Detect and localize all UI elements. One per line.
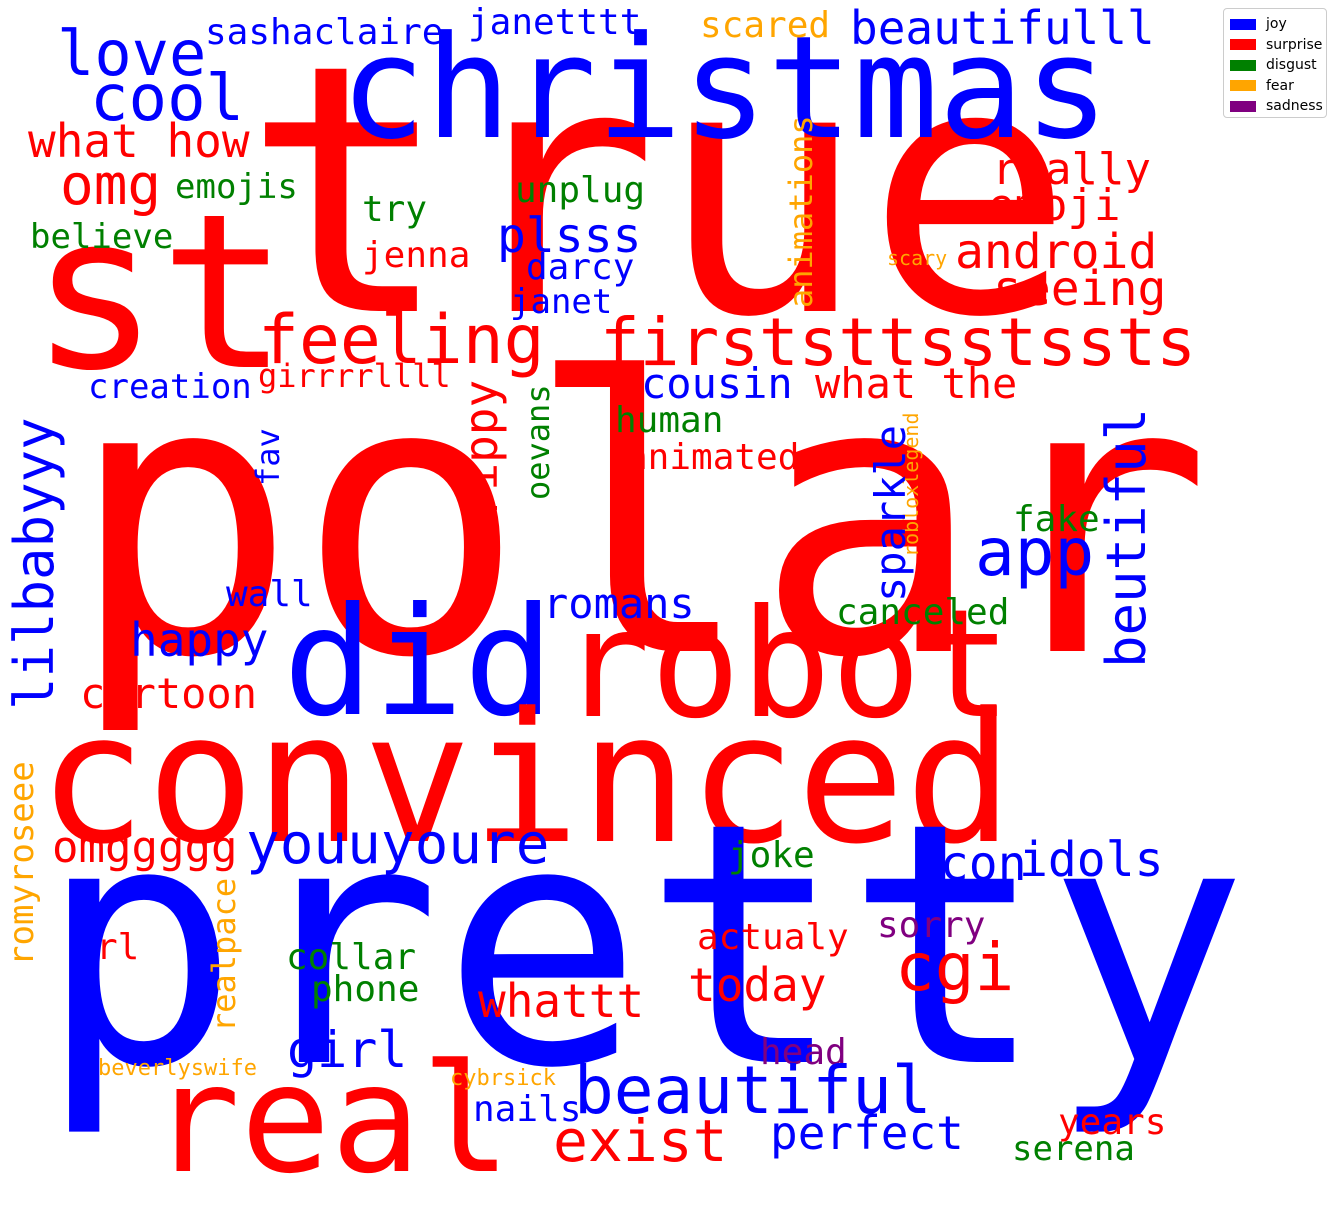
- word-sparkle: sparkle: [866, 424, 915, 602]
- legend-item-fear: fear: [1230, 76, 1320, 97]
- word-cousin: cousin: [641, 359, 793, 408]
- word-cybrsick: cybrsick: [450, 1066, 556, 1091]
- word-polar: polar: [68, 298, 1212, 741]
- word-scary: scary: [887, 246, 948, 270]
- word-christmas: christmas: [340, 6, 1110, 171]
- word-trippy: trippy: [454, 379, 508, 546]
- word-omggggg: omggggg: [52, 822, 238, 873]
- legend-item-disgust: disgust: [1230, 55, 1320, 76]
- word-cgi: cgi: [895, 929, 1015, 1006]
- legend-item-sadness: sadness: [1230, 96, 1323, 117]
- word-beautifulll: beautifulll: [850, 1, 1155, 55]
- word-scared: scared: [700, 5, 831, 46]
- word-cloud: true christmas st polar did robot convin…: [2, 0, 1249, 1196]
- legend-item-surprise: surprise: [1230, 35, 1323, 56]
- word-animations: animations: [782, 115, 820, 308]
- word-human: human: [615, 400, 724, 441]
- word-app: app: [975, 514, 1095, 591]
- legend-swatch-disgust: [1230, 59, 1256, 71]
- word-convinced: convinced: [38, 675, 1014, 884]
- word-head: head: [760, 1032, 847, 1073]
- word-collar: collar: [286, 937, 417, 978]
- word-wall: wall: [226, 574, 313, 615]
- word-did: did: [283, 576, 554, 750]
- word-firststtsstssts: firststtsstssts: [600, 304, 1197, 381]
- legend-swatch-sadness: [1230, 100, 1256, 112]
- word-youuyoure: youuyoure: [246, 812, 550, 877]
- word-oevans: oevans: [519, 384, 557, 500]
- word-emojis: emojis: [175, 167, 298, 207]
- word-android: android: [955, 224, 1158, 280]
- word-animated: animated: [626, 437, 800, 478]
- word-cool: cool: [90, 62, 245, 136]
- word-believe: believe: [30, 217, 174, 257]
- legend-label: fear: [1266, 77, 1294, 94]
- word-beautiful: beautiful: [574, 1052, 932, 1129]
- word-really: really: [992, 144, 1151, 195]
- word-perfect: perfect: [770, 1106, 964, 1160]
- word-feeling: feeling: [258, 301, 545, 380]
- word-fake: fake: [1013, 499, 1100, 540]
- word-jenna: jenna: [362, 235, 471, 276]
- word-pretty: pretty: [38, 752, 1249, 1142]
- word-happy: happy: [130, 613, 269, 667]
- word-beutiful: beutiful: [1095, 407, 1158, 668]
- word-cartoon: cartoon: [80, 669, 258, 718]
- legend-label: disgust: [1266, 57, 1317, 74]
- word-phone: phone: [311, 969, 420, 1010]
- word-romans: romans: [543, 579, 695, 628]
- word-icon: icon: [911, 836, 1027, 892]
- word-romyroseee: romyroseee: [2, 761, 42, 966]
- legend-label: joy: [1266, 16, 1287, 33]
- word-today: today: [688, 958, 827, 1012]
- legend-label: surprise: [1266, 36, 1323, 53]
- word-actualy: actualy: [697, 917, 849, 958]
- word-emoji: emoji: [988, 180, 1121, 231]
- word-st: st: [30, 167, 289, 418]
- word-sashaclaire: sashaclaire: [205, 12, 444, 53]
- word-unplug: unplug: [515, 170, 646, 211]
- word-love: love: [57, 17, 207, 90]
- word-plsss: plsss: [497, 208, 642, 264]
- word-seeing: seeing: [993, 261, 1167, 317]
- word-what-how: what how: [28, 114, 250, 168]
- word-creation: creation: [88, 367, 252, 407]
- word-girrrrllll: girrrrllll: [258, 357, 451, 395]
- word-idols: idols: [1019, 832, 1164, 888]
- word-fav: fav: [249, 428, 287, 486]
- word-realpace: realpace: [205, 877, 243, 1032]
- word-true: true: [243, 0, 1074, 393]
- word-darcy: darcy: [526, 247, 635, 288]
- word-girl: girl: [287, 1021, 408, 1079]
- word-nails: nails: [473, 1089, 582, 1130]
- word-canceled: canceled: [836, 592, 1010, 633]
- legend-swatch-fear: [1230, 80, 1256, 92]
- word-real: real: [150, 1033, 512, 1207]
- legend-label: sadness: [1266, 98, 1323, 115]
- word-exist: exist: [553, 1107, 728, 1175]
- word-years: years: [1058, 1102, 1167, 1143]
- word-joke: joke: [728, 835, 815, 876]
- word-try: try: [362, 189, 428, 230]
- word-omg: omg: [60, 153, 162, 218]
- legend-swatch-surprise: [1230, 39, 1256, 51]
- word-robot: robot: [560, 578, 1012, 752]
- word-serena: serena: [1012, 1129, 1135, 1169]
- word-janetttt: janetttt: [468, 2, 642, 43]
- word-sorry: sorry: [877, 905, 986, 946]
- word-what-the: what the: [815, 359, 1018, 408]
- word-rl: rl: [96, 927, 140, 968]
- legend-swatch-joy: [1230, 18, 1256, 30]
- word-beverlyswife: beverlyswife: [98, 1056, 257, 1081]
- word-janet: janet: [510, 282, 613, 322]
- legend-item-joy: joy: [1230, 14, 1320, 35]
- word-lilbabyyy: lilbabyyy: [3, 417, 66, 710]
- word-whattt: whattt: [478, 974, 645, 1028]
- legend: joy surprise disgust fear sadness: [1223, 8, 1327, 118]
